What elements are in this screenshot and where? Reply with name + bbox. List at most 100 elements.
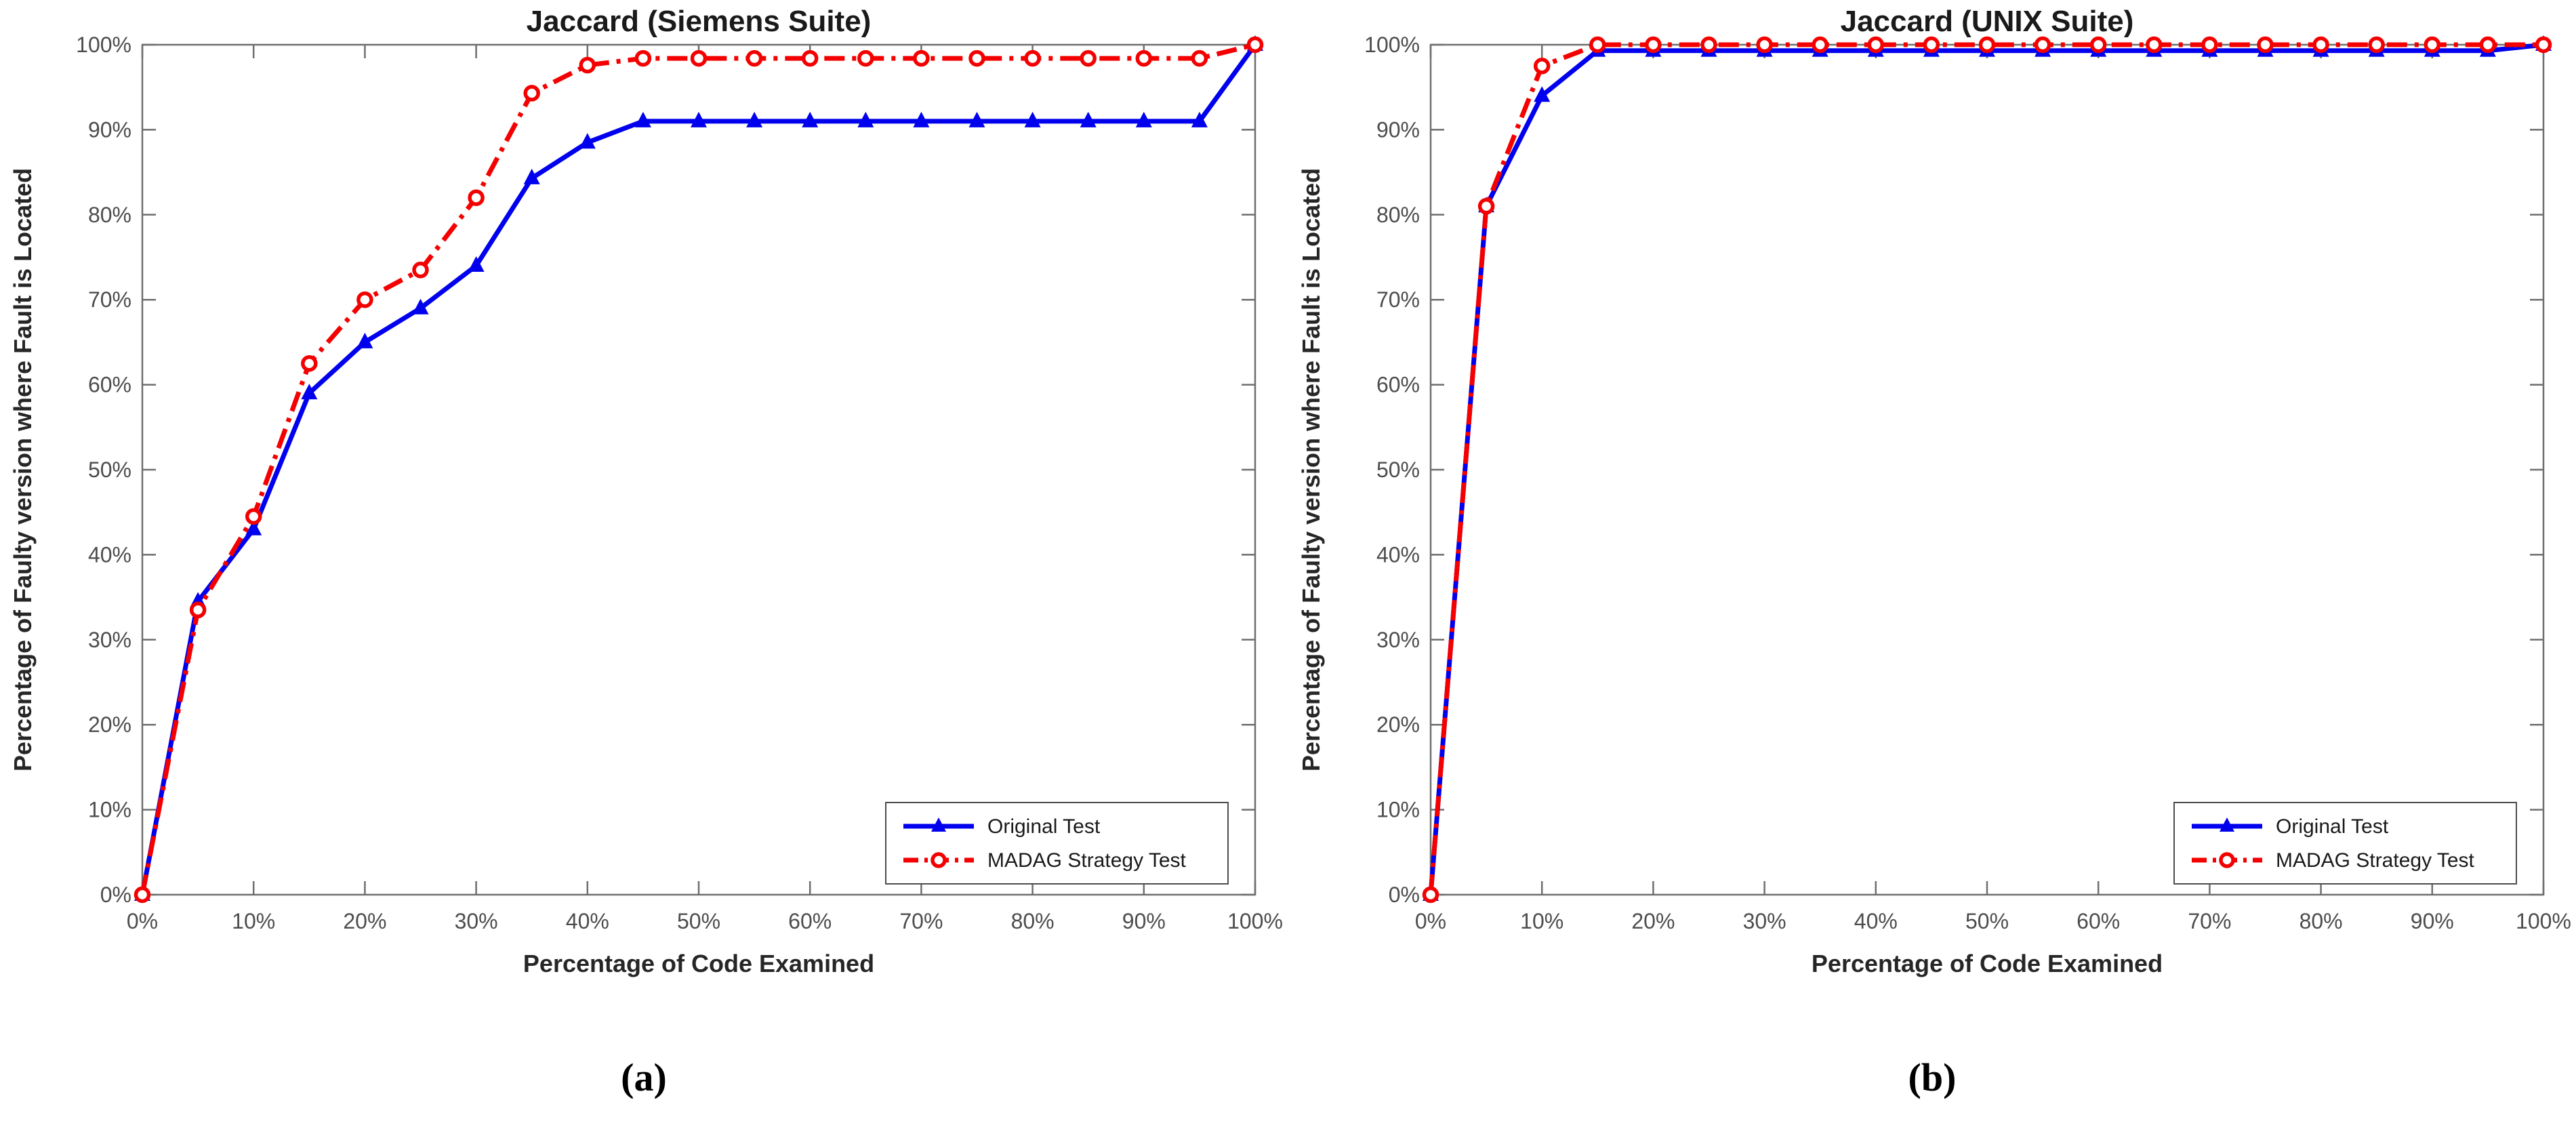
legend: Original Test MADAG Strategy Test (2173, 802, 2517, 885)
triangle-marker-icon (1024, 111, 1041, 127)
y-tick-label: 20% (88, 712, 131, 737)
y-tick-label: 10% (88, 798, 131, 822)
circle-marker-icon (2034, 36, 2051, 54)
y-tick-label: 70% (88, 287, 131, 312)
circle-marker-icon (1589, 36, 1606, 54)
circle-marker-icon (1135, 49, 1153, 67)
circle-marker-icon (2201, 36, 2218, 54)
x-tick-label: 40% (566, 909, 609, 933)
series-madag-strategy-test (1422, 36, 2552, 904)
y-tick-label: 60% (88, 373, 131, 397)
x-tick-label: 100% (2516, 909, 2571, 933)
x-tick-label: 50% (677, 909, 720, 933)
triangle-marker-icon (579, 133, 596, 149)
subfigure-caption-b: (b) (1908, 1055, 1957, 1099)
circle-marker-icon (189, 601, 207, 619)
triangle-marker-icon (1135, 111, 1152, 127)
x-tick-label: 50% (1965, 909, 2009, 933)
triangle-marker-icon (691, 111, 707, 127)
circle-marker-icon (301, 355, 318, 372)
circle-marker-icon (2368, 36, 2385, 54)
circle-marker-icon (412, 262, 429, 279)
legend-label: Original Test (2276, 815, 2389, 838)
triangle-marker-icon (931, 817, 946, 832)
legend-box (2173, 802, 2517, 885)
y-tick-label: 90% (88, 117, 131, 142)
circle-marker-icon (690, 49, 708, 67)
y-tick-label: 100% (1364, 33, 1420, 57)
y-tick-label: 0% (100, 883, 131, 907)
y-tick-label: 70% (1376, 287, 1420, 312)
x-axis: 0% 10% 20% 30% 40% 50% 60% 70% 80% 90% 100% (127, 45, 1283, 933)
x-tick-label: 30% (455, 909, 498, 933)
legend-label: MADAG Strategy Test (987, 849, 1187, 872)
chart-panel-a: 0% 10% 20% 30% 40% 50% 60% 70% 80% 90% 100% 0% 10% 20… (0, 0, 1288, 1003)
circle-marker-icon (1645, 36, 1662, 54)
legend-label: Original Test (987, 815, 1101, 838)
y-tick-label: 60% (1376, 373, 1420, 397)
circle-marker-icon (2535, 36, 2552, 54)
circle-marker-icon (2479, 36, 2497, 54)
circle-marker-icon (2312, 36, 2329, 54)
triangle-marker-icon (356, 332, 373, 348)
chart-svg-jaccard-unix-suite-: 0% 10% 20% 30% 40% 50% 60% 70% 80% 90% 100% 0% 10% 20… (1297, 5, 2571, 977)
y-tick-label: 50% (88, 458, 131, 482)
y-tick-label: 30% (1376, 628, 1420, 652)
circle-marker-icon (1923, 36, 1940, 54)
triangle-marker-icon (1191, 111, 1208, 127)
legend-box (885, 802, 1229, 885)
circle-marker-icon (913, 49, 930, 67)
x-axis-label: Percentage of Code Examined (1812, 950, 2163, 977)
circle-marker-icon (1867, 36, 1885, 54)
circle-marker-icon (1756, 36, 1773, 54)
triangle-marker-icon (523, 168, 540, 184)
chart-title: Jaccard (UNIX Suite) (1841, 5, 2134, 38)
y-tick-label: 40% (1376, 542, 1420, 567)
subfigure-caption-a: (a) (621, 1055, 667, 1099)
circle-marker-icon (1812, 36, 1828, 54)
circle-marker-icon (1978, 36, 1996, 54)
x-tick-label: 90% (2411, 909, 2454, 933)
y-tick-label: 10% (1376, 798, 1420, 822)
legend-label: MADAG Strategy Test (2276, 849, 2475, 872)
x-tick-label: 80% (1011, 909, 1055, 933)
circle-marker-icon (245, 508, 262, 525)
legend-item-original-test: Original Test (903, 815, 1101, 838)
series-madag-strategy-test-line (1428, 42, 2543, 895)
circle-marker-icon (801, 49, 819, 67)
y-tick-label: 20% (1376, 712, 1420, 737)
series-madag-strategy-test (134, 36, 1264, 904)
triangle-marker-icon (1534, 86, 1551, 102)
plot-box (141, 43, 1256, 896)
legend-item-original-test: Original Test (2192, 815, 2389, 838)
circle-marker-icon (931, 852, 947, 868)
triangle-marker-icon (301, 384, 318, 400)
triangle-marker-icon (1080, 111, 1097, 127)
circle-marker-icon (468, 189, 485, 206)
x-axis: 0% 10% 20% 30% 40% 50% 60% 70% 80% 90% 100% (1415, 45, 2571, 933)
circle-marker-icon (1422, 886, 1439, 904)
circle-marker-icon (1533, 58, 1551, 75)
circle-marker-icon (1246, 36, 1264, 54)
circle-marker-icon (579, 56, 596, 74)
y-tick-label: 90% (1376, 117, 1420, 142)
x-tick-label: 20% (1631, 909, 1675, 933)
circle-marker-icon (857, 49, 874, 67)
x-tick-label: 20% (343, 909, 386, 933)
triangle-marker-icon (857, 111, 874, 127)
triangle-marker-icon (802, 111, 819, 127)
triangle-marker-icon (468, 256, 485, 272)
circle-marker-icon (1700, 36, 1717, 54)
legend-item-madag-strategy-test: MADAG Strategy Test (903, 849, 1187, 872)
triangle-marker-icon (245, 519, 262, 535)
circle-marker-icon (134, 886, 151, 904)
x-tick-label: 30% (1743, 909, 1786, 933)
circle-marker-icon (2089, 36, 2107, 54)
circle-marker-icon (2146, 36, 2163, 54)
circle-marker-icon (2257, 36, 2274, 54)
x-tick-label: 60% (788, 909, 832, 933)
circle-marker-icon (356, 291, 373, 308)
x-tick-label: 60% (2077, 909, 2120, 933)
y-axis-label: Percentage of Faulty version where Fault… (9, 168, 37, 771)
chart-svg-jaccard-siemens-suite-: 0% 10% 20% 30% 40% 50% 60% 70% 80% 90% 100% 0% 10% 20… (9, 5, 1283, 977)
